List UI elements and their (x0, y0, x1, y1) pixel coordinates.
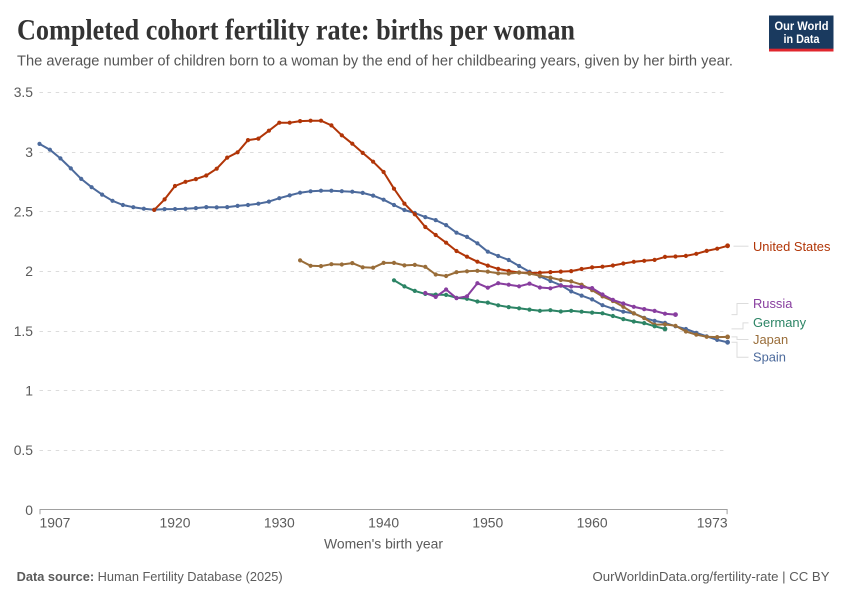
svg-text:Completed cohort fertility rat: Completed cohort fertility rate: births … (17, 14, 575, 47)
svg-text:1.5: 1.5 (14, 323, 34, 339)
svg-text:3.5: 3.5 (14, 84, 34, 100)
svg-text:1940: 1940 (368, 515, 399, 531)
svg-text:3: 3 (25, 144, 33, 160)
svg-text:1950: 1950 (472, 515, 503, 531)
svg-text:1973: 1973 (697, 515, 728, 531)
svg-text:1920: 1920 (160, 515, 191, 531)
svg-text:0.5: 0.5 (14, 442, 34, 458)
svg-text:1960: 1960 (577, 515, 608, 531)
svg-text:The average number of children: The average number of children born to a… (17, 54, 733, 70)
svg-text:in Data: in Data (784, 34, 821, 46)
svg-text:2: 2 (25, 263, 33, 279)
svg-text:0: 0 (25, 502, 33, 518)
svg-text:Japan: Japan (753, 332, 788, 347)
svg-text:Russia: Russia (753, 296, 793, 311)
svg-text:OurWorldinData.org/fertility-r: OurWorldinData.org/fertility-rate | CC B… (593, 569, 830, 584)
svg-text:Germany: Germany (753, 315, 807, 330)
svg-text:Data source: Human Fertility D: Data source: Human Fertility Database (2… (17, 569, 283, 584)
svg-text:1: 1 (25, 383, 33, 399)
svg-text:Our World: Our World (775, 21, 829, 33)
svg-text:1907: 1907 (40, 515, 71, 531)
svg-text:United States: United States (753, 239, 830, 254)
svg-text:Spain: Spain (753, 350, 786, 365)
svg-text:1930: 1930 (264, 515, 295, 531)
svg-text:2.5: 2.5 (14, 203, 34, 219)
svg-text:Women's birth year: Women's birth year (324, 536, 443, 552)
